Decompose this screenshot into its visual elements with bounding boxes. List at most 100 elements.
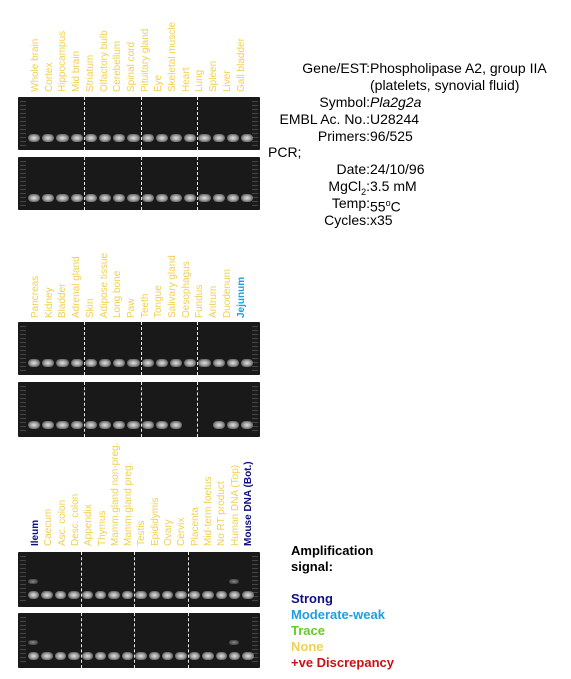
ladder-lane <box>252 161 258 206</box>
gel-faint-band <box>28 640 39 645</box>
lane-label: Pituitary gland <box>139 28 151 92</box>
lane-divider <box>80 552 82 607</box>
lane-divider <box>197 97 199 150</box>
gel-band <box>108 652 120 660</box>
legend-title-line1: Amplification <box>291 543 374 558</box>
lane-divider <box>140 97 142 150</box>
gel-band <box>28 421 41 429</box>
gel-band <box>226 359 239 367</box>
ladder-lane <box>252 326 258 371</box>
lane-label: Fundus <box>194 284 206 318</box>
gel-band <box>198 359 211 367</box>
gel-band <box>99 359 112 367</box>
gel-band <box>188 591 201 599</box>
primers-value: 96/525 <box>370 128 413 144</box>
gel-band <box>28 652 40 660</box>
ladder-lane <box>252 617 258 664</box>
gel-band <box>42 421 55 429</box>
lane-label: Asc. colon <box>56 499 68 546</box>
gel-band <box>135 591 147 599</box>
lane-label: Cervix <box>176 517 188 546</box>
mgcl2-label-text: MgCl <box>328 178 362 194</box>
gel-band <box>198 194 211 202</box>
gel-band <box>127 134 140 142</box>
lane-label: Hippocampus <box>57 30 69 92</box>
embl-label: EMBL Ac. No.: <box>279 111 370 127</box>
gel-band <box>113 359 126 367</box>
lane-divider <box>140 382 142 437</box>
gel-band <box>70 134 83 142</box>
gel-band <box>175 652 187 660</box>
gel-faint-band <box>28 579 39 584</box>
date-value: 24/10/96 <box>370 161 425 177</box>
gel-band <box>42 134 55 142</box>
gel-band <box>68 652 80 660</box>
experiment-info: Gene/EST: Phospholipase A2, group IIA (p… <box>170 60 570 230</box>
lane-label: Olfactory bulb <box>98 30 110 92</box>
gel-band <box>155 421 168 429</box>
lane-divider <box>83 322 85 375</box>
gel-band <box>121 652 134 660</box>
gene-value-line2: (platelets, synovial fluid) <box>370 77 520 93</box>
pcr-label: PCR; <box>268 144 302 160</box>
lane-label: Skin <box>84 298 96 318</box>
gel-image-panel-3-bottom <box>18 613 260 668</box>
ladder-lane <box>20 326 26 371</box>
legend-item: Moderate-weak <box>291 607 385 622</box>
gel-band <box>215 652 227 660</box>
gel-band <box>184 194 197 202</box>
temp-number: 55 <box>370 198 386 215</box>
mgcl2-label: MgCl2: <box>170 178 370 201</box>
symbol-value: Pla2g2a <box>370 94 422 110</box>
gel-band <box>141 359 154 367</box>
gel-band <box>127 421 140 429</box>
gel-band <box>155 194 168 202</box>
lane-divider <box>197 157 199 210</box>
ladder-lane <box>20 556 26 603</box>
date-label: Date: <box>336 161 370 177</box>
gel-band <box>202 652 214 660</box>
lane-label: Mamm.gland preg. <box>123 462 135 546</box>
ladder-lane <box>20 617 26 664</box>
legend-item: +ve Discrepancy <box>291 655 394 670</box>
gel-band <box>56 194 69 202</box>
gel-band <box>127 194 140 202</box>
cycles-value: x35 <box>370 212 393 228</box>
temp-unit: C <box>390 198 401 215</box>
lane-divider <box>140 157 142 210</box>
gel-band <box>56 421 69 429</box>
gel-band <box>148 652 160 660</box>
gel-band <box>41 591 53 599</box>
gel-band <box>141 421 154 429</box>
gel-band <box>84 421 97 429</box>
gel-band <box>241 421 254 429</box>
lane-label: Long bone <box>112 270 124 318</box>
gel-band <box>175 591 187 599</box>
lane-divider <box>197 382 199 437</box>
gel-band <box>170 134 183 142</box>
lane-label: Human DNA (Top) <box>229 464 241 546</box>
ladder-lane <box>20 386 26 433</box>
lane-label: Mamm.gland non-preg. <box>109 442 121 546</box>
lane-divider <box>140 322 142 375</box>
gel-band <box>28 134 41 142</box>
lane-divider <box>83 157 85 210</box>
gel-image-panel-3-top <box>18 552 260 607</box>
gel-band <box>121 591 134 599</box>
gel-band <box>108 591 120 599</box>
ladder-lane <box>20 101 26 146</box>
gel-band <box>28 359 41 367</box>
gel-band <box>212 194 225 202</box>
gel-band <box>241 134 254 142</box>
gel-band <box>170 359 183 367</box>
lane-label: Placenta <box>189 507 201 546</box>
cycles-label: Cycles: <box>324 212 370 228</box>
lane-label: Tongue <box>153 285 165 318</box>
lane-label: Epididymis <box>149 497 161 546</box>
lane-label: Oesophagus <box>180 261 192 318</box>
gene-value-line1: Phospholipase A2, group IIA <box>370 60 547 76</box>
lane-label: Mouse DNA (Bot.) <box>242 461 254 546</box>
gel-band <box>226 421 239 429</box>
gel-band <box>141 134 154 142</box>
lane-divider <box>83 97 85 150</box>
